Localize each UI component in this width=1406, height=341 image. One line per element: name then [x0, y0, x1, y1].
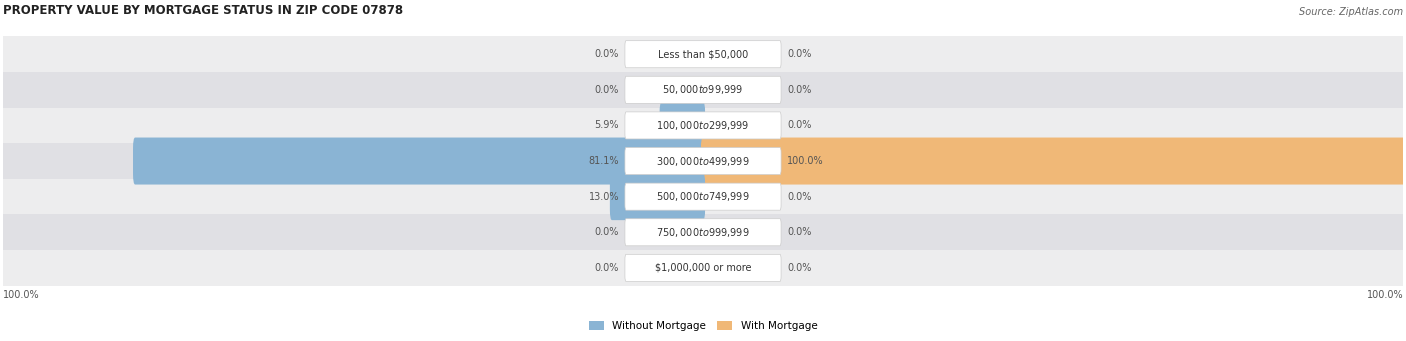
Text: $50,000 to $99,999: $50,000 to $99,999 [662, 83, 744, 96]
Text: $100,000 to $299,999: $100,000 to $299,999 [657, 119, 749, 132]
Text: 0.0%: 0.0% [595, 263, 619, 273]
Text: 100.0%: 100.0% [787, 156, 824, 166]
FancyBboxPatch shape [624, 41, 782, 68]
Bar [3, 214, 1403, 250]
Text: 0.0%: 0.0% [595, 49, 619, 59]
FancyBboxPatch shape [624, 76, 782, 103]
Bar [3, 250, 1403, 286]
Text: 0.0%: 0.0% [787, 263, 811, 273]
Text: 0.0%: 0.0% [787, 49, 811, 59]
Text: 100.0%: 100.0% [3, 290, 39, 300]
Bar [3, 72, 1403, 108]
Legend: Without Mortgage, With Mortgage: Without Mortgage, With Mortgage [585, 317, 821, 335]
FancyBboxPatch shape [624, 219, 782, 246]
FancyBboxPatch shape [610, 173, 704, 220]
Text: 13.0%: 13.0% [589, 192, 619, 202]
FancyBboxPatch shape [624, 148, 782, 175]
FancyBboxPatch shape [659, 102, 704, 149]
Text: Less than $50,000: Less than $50,000 [658, 49, 748, 59]
FancyBboxPatch shape [624, 112, 782, 139]
FancyBboxPatch shape [702, 137, 1406, 184]
Text: 0.0%: 0.0% [595, 227, 619, 237]
Bar [3, 36, 1403, 72]
Text: $750,000 to $999,999: $750,000 to $999,999 [657, 226, 749, 239]
Text: $1,000,000 or more: $1,000,000 or more [655, 263, 751, 273]
FancyBboxPatch shape [624, 183, 782, 210]
Text: 0.0%: 0.0% [787, 192, 811, 202]
Text: $300,000 to $499,999: $300,000 to $499,999 [657, 154, 749, 167]
Text: 5.9%: 5.9% [595, 120, 619, 130]
Bar [3, 143, 1403, 179]
Text: 0.0%: 0.0% [787, 85, 811, 95]
Text: 100.0%: 100.0% [1367, 290, 1403, 300]
Text: $500,000 to $749,999: $500,000 to $749,999 [657, 190, 749, 203]
FancyBboxPatch shape [624, 254, 782, 281]
Text: PROPERTY VALUE BY MORTGAGE STATUS IN ZIP CODE 07878: PROPERTY VALUE BY MORTGAGE STATUS IN ZIP… [3, 4, 404, 17]
Text: 0.0%: 0.0% [787, 227, 811, 237]
Text: 0.0%: 0.0% [787, 120, 811, 130]
Text: 81.1%: 81.1% [589, 156, 619, 166]
Bar [3, 108, 1403, 143]
Text: Source: ZipAtlas.com: Source: ZipAtlas.com [1299, 7, 1403, 17]
Bar [3, 179, 1403, 214]
FancyBboxPatch shape [134, 137, 704, 184]
Text: 0.0%: 0.0% [595, 85, 619, 95]
